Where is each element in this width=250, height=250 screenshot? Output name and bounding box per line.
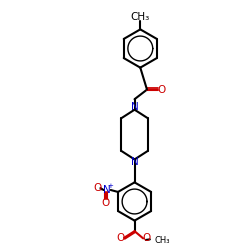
Text: ⁻: ⁻ bbox=[98, 188, 102, 197]
Text: CH₃: CH₃ bbox=[131, 12, 150, 22]
Text: O: O bbox=[94, 183, 102, 193]
Text: N: N bbox=[103, 185, 110, 195]
Text: O: O bbox=[102, 198, 110, 208]
Text: O: O bbox=[142, 233, 151, 243]
Text: N: N bbox=[131, 157, 138, 167]
Text: +: + bbox=[107, 183, 113, 189]
Text: CH₃: CH₃ bbox=[155, 236, 170, 245]
Text: O: O bbox=[116, 233, 125, 243]
Text: N: N bbox=[131, 102, 138, 113]
Text: O: O bbox=[158, 84, 166, 94]
